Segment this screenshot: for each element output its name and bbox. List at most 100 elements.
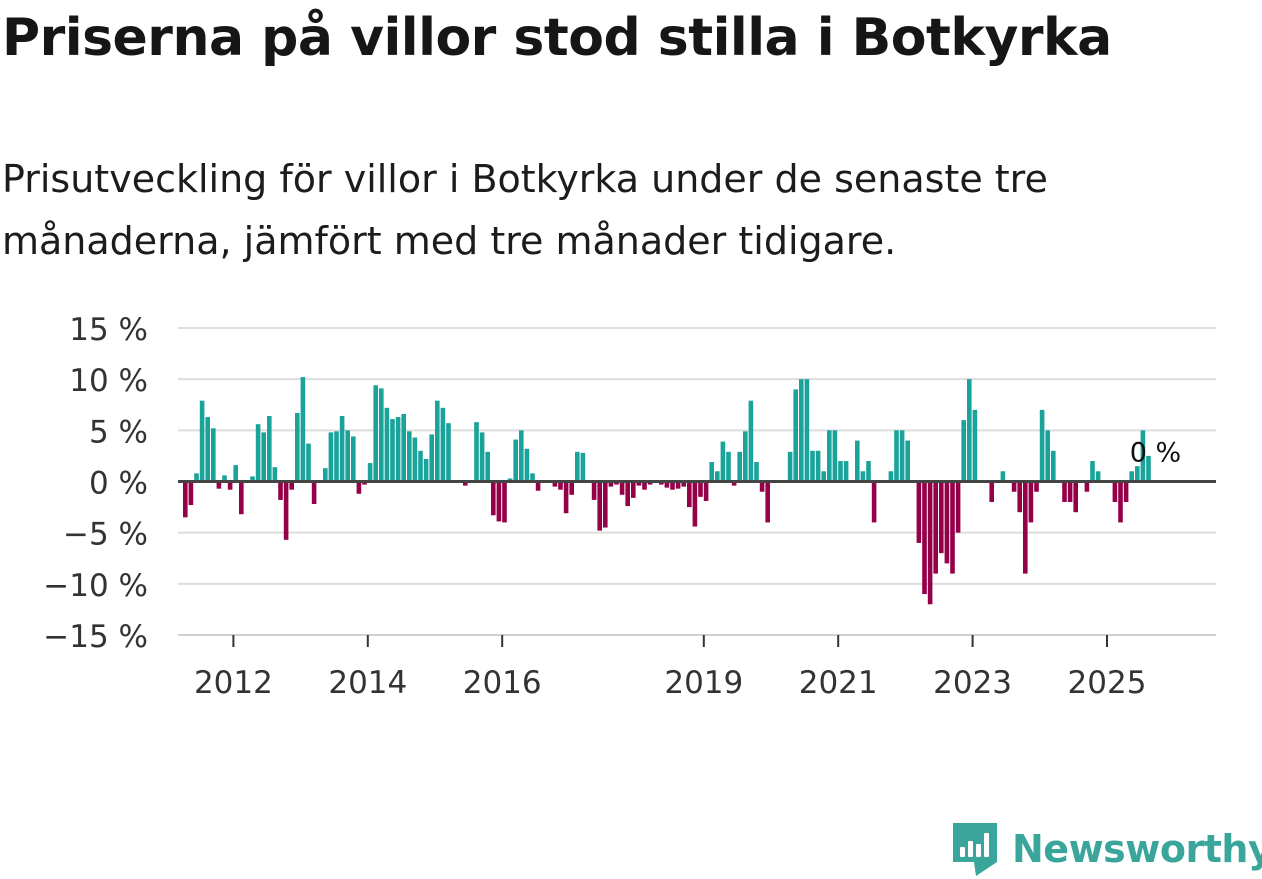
bar-negative [692,481,698,527]
bar-negative [552,481,558,487]
x-tick-label: 2023 [933,665,1012,701]
bar-negative [989,481,994,502]
bar-negative [647,481,653,485]
bar-positive [866,461,871,482]
bar-positive [575,451,580,482]
bar-negative [356,481,362,494]
chart-title: Priserna på villor stod stilla i Botkyrk… [2,8,1112,68]
bar-negative [1028,481,1034,523]
bar-positive [446,423,451,482]
bar-positive [1146,455,1151,482]
bar-negative [950,481,955,574]
bar-positive [967,379,972,482]
bar-negative [188,481,194,506]
bar-negative [496,481,502,522]
x-axis: 2012 2014 2016 2019 2021 2023 2025 [178,634,1216,701]
bar-positive [339,416,345,482]
bar-positive [832,430,838,482]
last-value-label: 0 % [1130,438,1181,469]
bar-positive [754,462,759,482]
bar-positive [435,400,440,482]
bar-positive [334,431,339,482]
bar-negative [731,481,737,486]
bar-negative [664,481,670,488]
bar-positive [267,416,272,482]
bar-positive [519,430,524,482]
x-tick-label: 2019 [664,665,743,701]
bar-negative [463,481,468,486]
bar-negative [283,481,289,540]
bar-positive [1045,430,1050,482]
y-tick-label: −15 % [43,619,148,655]
x-tick-label: 2012 [194,665,273,701]
bar-negative [698,481,703,497]
bar-positive [1140,430,1146,482]
bar-negative [183,481,188,518]
bar-negative [944,481,950,564]
bar-positive [479,432,485,482]
bar-positive [1129,471,1134,482]
y-tick-label: 0 % [89,466,148,502]
bar-negative [1123,481,1129,502]
bar-chart: 15 %10 %5 %0 %−5 %−10 %−15 % 2012 2014 201… [43,312,1216,701]
bar-positive [507,478,513,482]
bar-negative [675,481,681,489]
bar-negative [1073,481,1078,513]
bar-negative [939,481,944,554]
bar-negative [871,481,877,523]
bar-negative [1067,481,1073,502]
bar-positive [709,462,714,482]
bar-negative [1118,481,1123,523]
bar-positive [261,432,266,482]
bar-positive [530,473,535,482]
bar-negative [603,481,608,528]
x-tick-label: 2021 [799,665,878,701]
bar-positive [1039,409,1045,482]
bar-positive [379,388,384,482]
y-tick-label: 15 % [69,312,148,348]
bar-negative [927,481,933,605]
bar-negative [922,481,927,595]
bar-negative [491,481,496,516]
bar-positive [345,430,350,482]
bar-positive [323,468,328,482]
bar-positive [250,476,255,482]
bar-positive [401,413,406,482]
bar-positive [485,451,490,482]
x-tick-label: 2025 [1068,665,1147,701]
bar-negative [636,481,642,486]
bar-negative [916,481,922,543]
bar-positive [1135,466,1140,482]
bar-positive [860,471,866,482]
bar-positive [827,430,832,482]
bar-positive [843,461,849,482]
bar-positive [1051,450,1056,482]
bar-positive [810,450,815,482]
bar-positive [328,432,334,482]
bar-positive [905,440,910,482]
y-tick-label: −5 % [63,517,148,553]
bar-negative [619,481,625,495]
bar-negative [614,481,619,485]
bar-negative [608,481,614,487]
bar-positive [373,385,378,482]
bar-positive [367,463,373,482]
bar-positive [524,448,530,482]
bar-positive [737,451,742,482]
y-tick-label: 5 % [89,414,148,450]
bar-negative [311,481,317,505]
bar-positive [580,452,586,482]
bar-negative [681,481,686,487]
bar-positive [300,377,306,482]
bar-positive [205,417,210,482]
bar-negative [1011,481,1017,492]
bar-positive [255,424,261,482]
bar-negative [642,481,647,490]
bar-positive [440,407,446,482]
bar-positive [899,430,905,482]
bar-positive [888,471,894,482]
bar-positive [838,461,843,482]
bar-positive [1095,471,1101,482]
y-tick-label: 10 % [69,363,148,399]
bar-positive [961,420,966,482]
